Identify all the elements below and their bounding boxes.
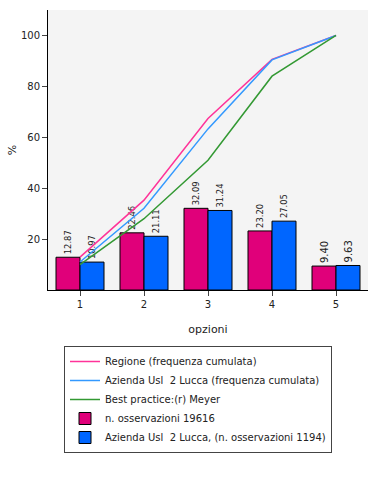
svg-text:21.11: 21.11 <box>151 209 161 233</box>
svg-text:4: 4 <box>269 299 275 310</box>
svg-text:Best practice:(r) Meyer: Best practice:(r) Meyer <box>105 394 221 405</box>
svg-text:opzioni: opzioni <box>188 323 227 336</box>
svg-text:Azienda Usl 2 Lucca, (n. osse: Azienda Usl 2 Lucca, (n. osservazioni 11… <box>105 432 326 443</box>
svg-text:9.63: 9.63 <box>343 240 354 262</box>
svg-text:2: 2 <box>141 299 147 310</box>
svg-text:Azienda Usl 2 Lucca (frequenz: Azienda Usl 2 Lucca (frequenza cumulata) <box>105 375 319 386</box>
svg-text:9.40: 9.40 <box>319 241 330 263</box>
svg-text:31.24: 31.24 <box>215 184 225 208</box>
svg-text:27.05: 27.05 <box>279 194 289 218</box>
svg-text:n. osservazioni 19616: n. osservazioni 19616 <box>105 413 215 424</box>
svg-text:5: 5 <box>333 299 339 310</box>
svg-text:22.46: 22.46 <box>127 206 137 230</box>
svg-text:3: 3 <box>205 299 211 310</box>
svg-text:1: 1 <box>77 299 83 310</box>
svg-text:%: % <box>6 145 19 155</box>
svg-text:20: 20 <box>27 234 40 245</box>
svg-text:23.20: 23.20 <box>255 204 265 228</box>
svg-text:100: 100 <box>21 30 40 41</box>
svg-text:32.09: 32.09 <box>191 181 201 205</box>
svg-text:12.87: 12.87 <box>63 230 73 254</box>
svg-text:40: 40 <box>27 183 40 194</box>
svg-text:80: 80 <box>27 81 40 92</box>
svg-text:Regione (frequenza cumulata): Regione (frequenza cumulata) <box>105 356 257 367</box>
svg-text:10.97: 10.97 <box>87 235 97 259</box>
svg-text:60: 60 <box>27 132 40 143</box>
